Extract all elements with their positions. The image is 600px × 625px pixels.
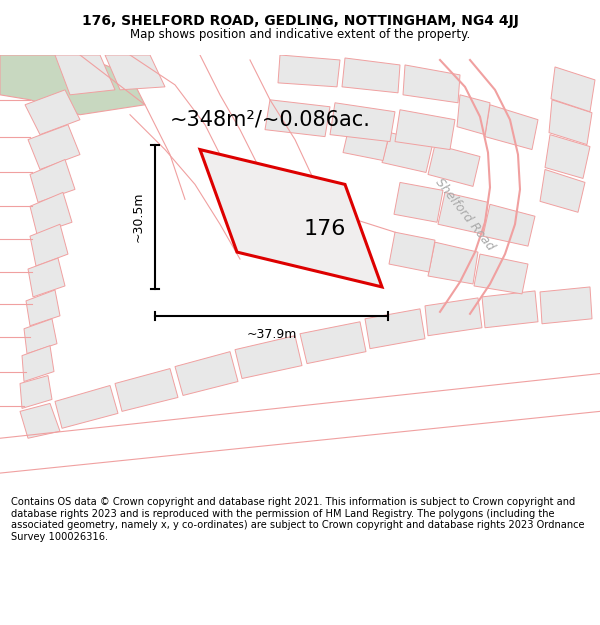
Polygon shape — [394, 182, 443, 222]
Polygon shape — [395, 110, 455, 149]
Polygon shape — [389, 232, 435, 272]
Polygon shape — [30, 159, 75, 202]
Text: Shelford Road: Shelford Road — [433, 176, 497, 253]
Polygon shape — [540, 287, 592, 324]
Polygon shape — [403, 65, 460, 102]
Polygon shape — [545, 134, 590, 178]
Polygon shape — [425, 298, 482, 336]
Polygon shape — [382, 132, 433, 173]
Polygon shape — [55, 55, 115, 95]
Polygon shape — [30, 192, 72, 234]
Text: 176: 176 — [304, 219, 346, 239]
Text: ~37.9m: ~37.9m — [247, 328, 296, 341]
Polygon shape — [482, 291, 538, 328]
Polygon shape — [28, 258, 65, 297]
Polygon shape — [278, 55, 340, 87]
Polygon shape — [105, 55, 165, 90]
Text: 176, SHELFORD ROAD, GEDLING, NOTTINGHAM, NG4 4JJ: 176, SHELFORD ROAD, GEDLING, NOTTINGHAM,… — [82, 14, 518, 28]
Polygon shape — [200, 149, 382, 287]
Polygon shape — [300, 322, 366, 364]
Polygon shape — [438, 192, 488, 234]
Polygon shape — [28, 124, 80, 169]
Polygon shape — [235, 336, 302, 379]
Polygon shape — [20, 403, 60, 438]
Polygon shape — [55, 386, 118, 428]
Polygon shape — [20, 376, 52, 408]
Polygon shape — [485, 105, 538, 149]
Polygon shape — [30, 224, 68, 266]
Polygon shape — [26, 290, 60, 326]
Polygon shape — [549, 100, 592, 144]
Polygon shape — [343, 122, 390, 161]
Text: Contains OS data © Crown copyright and database right 2021. This information is : Contains OS data © Crown copyright and d… — [11, 497, 584, 542]
Polygon shape — [483, 204, 535, 246]
Polygon shape — [175, 352, 238, 396]
Polygon shape — [115, 369, 178, 411]
Polygon shape — [265, 100, 330, 137]
Polygon shape — [22, 346, 54, 381]
Text: Map shows position and indicative extent of the property.: Map shows position and indicative extent… — [130, 28, 470, 41]
Polygon shape — [330, 102, 395, 142]
Text: ~348m²/~0.086ac.: ~348m²/~0.086ac. — [170, 110, 370, 130]
Text: ~30.5m: ~30.5m — [132, 191, 145, 242]
Polygon shape — [428, 242, 478, 284]
Polygon shape — [0, 55, 145, 115]
Polygon shape — [24, 319, 57, 354]
Polygon shape — [342, 58, 400, 93]
Polygon shape — [428, 144, 480, 186]
Polygon shape — [474, 254, 528, 294]
Polygon shape — [457, 95, 490, 134]
Polygon shape — [540, 169, 585, 212]
Polygon shape — [365, 309, 425, 349]
Polygon shape — [551, 67, 595, 112]
Polygon shape — [25, 90, 80, 134]
